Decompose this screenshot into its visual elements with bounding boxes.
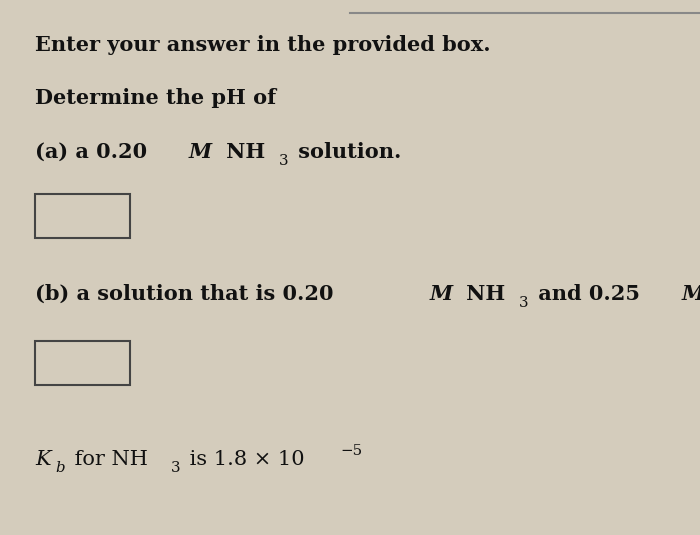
Text: M: M	[682, 284, 700, 303]
FancyBboxPatch shape	[35, 341, 130, 385]
Text: Determine the pH of: Determine the pH of	[35, 88, 276, 108]
Text: for NH: for NH	[68, 450, 148, 469]
Text: NH: NH	[459, 284, 505, 303]
Text: −5: −5	[340, 444, 362, 458]
FancyBboxPatch shape	[35, 194, 130, 238]
Text: solution.: solution.	[291, 142, 401, 162]
Text: 3: 3	[279, 154, 288, 168]
Text: (a) a 0.20: (a) a 0.20	[35, 142, 155, 162]
Text: NH: NH	[219, 142, 265, 162]
Text: b: b	[55, 461, 65, 476]
Text: Enter your answer in the provided box.: Enter your answer in the provided box.	[35, 35, 491, 55]
Text: M: M	[430, 284, 453, 303]
Text: and 0.25: and 0.25	[531, 284, 648, 303]
Text: (b) a solution that is 0.20: (b) a solution that is 0.20	[35, 284, 341, 303]
Text: K: K	[35, 450, 50, 469]
Text: is 1.8 × 10: is 1.8 × 10	[183, 450, 304, 469]
Text: 3: 3	[171, 461, 181, 476]
Text: M: M	[189, 142, 212, 162]
Text: 3: 3	[519, 295, 528, 310]
